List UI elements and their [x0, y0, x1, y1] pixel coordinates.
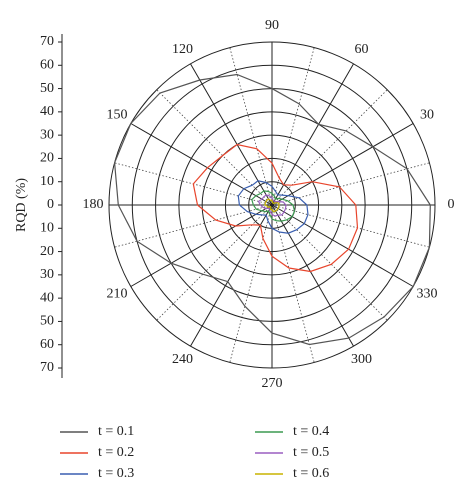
theta-tick-label: 180 [83, 197, 104, 212]
theta-tick-label: 270 [262, 376, 283, 391]
series-line [251, 190, 296, 222]
minor-spoke [156, 204, 273, 321]
spoke [190, 63, 273, 206]
spoke [190, 204, 273, 347]
minor-spoke [229, 47, 273, 206]
legend-label: t = 0.3 [98, 466, 134, 481]
y-tick-label: 50 [40, 81, 54, 96]
y-tick-label: 60 [40, 337, 54, 352]
spoke [130, 204, 273, 287]
y-axis-label: RQD (%) [14, 178, 29, 232]
legend-label: t = 0.5 [293, 445, 329, 460]
theta-tick-label: 60 [355, 42, 369, 57]
theta-tick-label: 150 [106, 108, 127, 123]
y-tick-label: 30 [40, 127, 54, 142]
y-tick-label: 70 [40, 360, 54, 375]
minor-spoke [229, 204, 273, 363]
minor-spoke [271, 89, 388, 206]
minor-spoke [271, 47, 315, 206]
legend-label: t = 0.1 [98, 424, 134, 439]
theta-tick-label: 210 [106, 287, 127, 302]
theta-tick-label: 330 [417, 287, 438, 302]
spoke [271, 204, 354, 347]
series-line [237, 180, 309, 234]
series-line [113, 73, 431, 346]
y-tick-label: 20 [40, 151, 54, 166]
theta-tick-label: 90 [265, 18, 279, 33]
legend-label: t = 0.4 [293, 424, 329, 439]
spoke [271, 123, 414, 206]
spoke [130, 123, 273, 206]
theta-tick-label: 0 [448, 197, 455, 212]
y-tick-label: 0 [47, 197, 54, 212]
y-tick-label: 70 [40, 34, 54, 49]
y-tick-label: 10 [40, 174, 54, 189]
y-tick-label: 10 [40, 221, 54, 236]
series-line [192, 143, 359, 273]
minor-spoke [156, 89, 273, 206]
y-tick-label: 60 [40, 58, 54, 73]
theta-tick-label: 300 [351, 352, 372, 367]
y-tick-label: 30 [40, 267, 54, 282]
minor-spoke [271, 204, 430, 248]
series-line [264, 198, 280, 213]
minor-spoke [114, 204, 273, 248]
theta-tick-label: 240 [172, 352, 193, 367]
spoke [271, 63, 354, 206]
theta-tick-label: 120 [172, 42, 193, 57]
minor-spoke [271, 204, 315, 363]
y-tick-label: 40 [40, 290, 54, 305]
y-tick-label: 20 [40, 244, 54, 259]
y-tick-label: 50 [40, 314, 54, 329]
y-tick-label: 40 [40, 104, 54, 119]
legend-label: t = 0.6 [293, 466, 329, 481]
spoke [271, 204, 414, 287]
minor-spoke [271, 204, 388, 321]
legend-label: t = 0.2 [98, 445, 134, 460]
series-line [257, 194, 287, 217]
theta-tick-label: 30 [420, 108, 434, 123]
minor-spoke [271, 162, 430, 206]
